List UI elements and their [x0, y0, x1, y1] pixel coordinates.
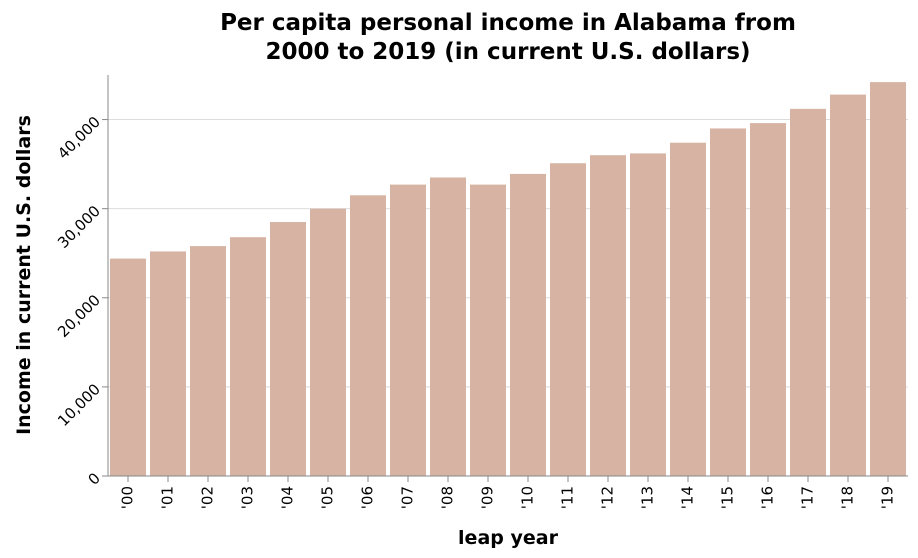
x-tick-label: '16 — [759, 486, 777, 509]
x-tick-label: '13 — [639, 486, 657, 509]
bar — [710, 128, 746, 476]
bars — [110, 82, 906, 477]
y-axis-label: Income in current U.S. dollars — [13, 115, 35, 435]
x-tick-label: '01 — [159, 486, 177, 509]
y-tick-label: 40,000 — [54, 113, 104, 163]
bar — [590, 155, 626, 476]
x-tick-label: '04 — [279, 486, 297, 509]
x-tick-label: '18 — [839, 486, 857, 509]
y-tick-label: 0 — [85, 469, 104, 488]
x-tick-label: '14 — [679, 486, 697, 509]
x-tick-label: '03 — [239, 486, 257, 509]
bar — [470, 184, 506, 476]
x-tick-label: '19 — [879, 486, 897, 509]
bar — [750, 123, 786, 477]
bar — [790, 108, 826, 477]
bar — [310, 208, 346, 476]
chart-title-line-2: 2000 to 2019 (in current U.S. dollars) — [265, 39, 750, 65]
x-tick-label: '09 — [479, 486, 497, 509]
bar — [230, 237, 266, 476]
x-axis-label: leap year — [458, 527, 559, 549]
x-tick-label: '02 — [199, 486, 217, 509]
x-tick-label: '05 — [319, 486, 337, 509]
x-tick-label: '06 — [359, 486, 377, 509]
x-tick-label: '17 — [799, 486, 817, 509]
bar — [270, 222, 306, 476]
chart-title-line-1: Per capita personal income in Alabama fr… — [220, 10, 796, 36]
x-tick-label: '08 — [439, 486, 457, 509]
gridlines — [108, 119, 908, 388]
bar — [670, 142, 706, 477]
bar — [510, 173, 546, 476]
x-tick-label: '07 — [399, 486, 417, 509]
y-tick-label: 20,000 — [54, 291, 104, 341]
y-tick-label: 30,000 — [54, 202, 104, 252]
x-tick-label: '10 — [519, 486, 537, 509]
bar — [190, 246, 226, 476]
y-tick-label: 10,000 — [54, 380, 104, 430]
x-tick-label: '00 — [119, 486, 137, 509]
bar — [110, 258, 146, 476]
bar — [830, 94, 866, 477]
bar — [870, 82, 906, 476]
x-tick-label: '11 — [559, 486, 577, 509]
bar — [150, 251, 186, 476]
bar — [550, 163, 586, 476]
x-tick-label: '15 — [719, 486, 737, 509]
bar — [430, 177, 466, 476]
bar — [630, 153, 666, 476]
bar — [350, 195, 386, 477]
bar — [390, 184, 426, 476]
x-tick-label: '12 — [599, 486, 617, 509]
